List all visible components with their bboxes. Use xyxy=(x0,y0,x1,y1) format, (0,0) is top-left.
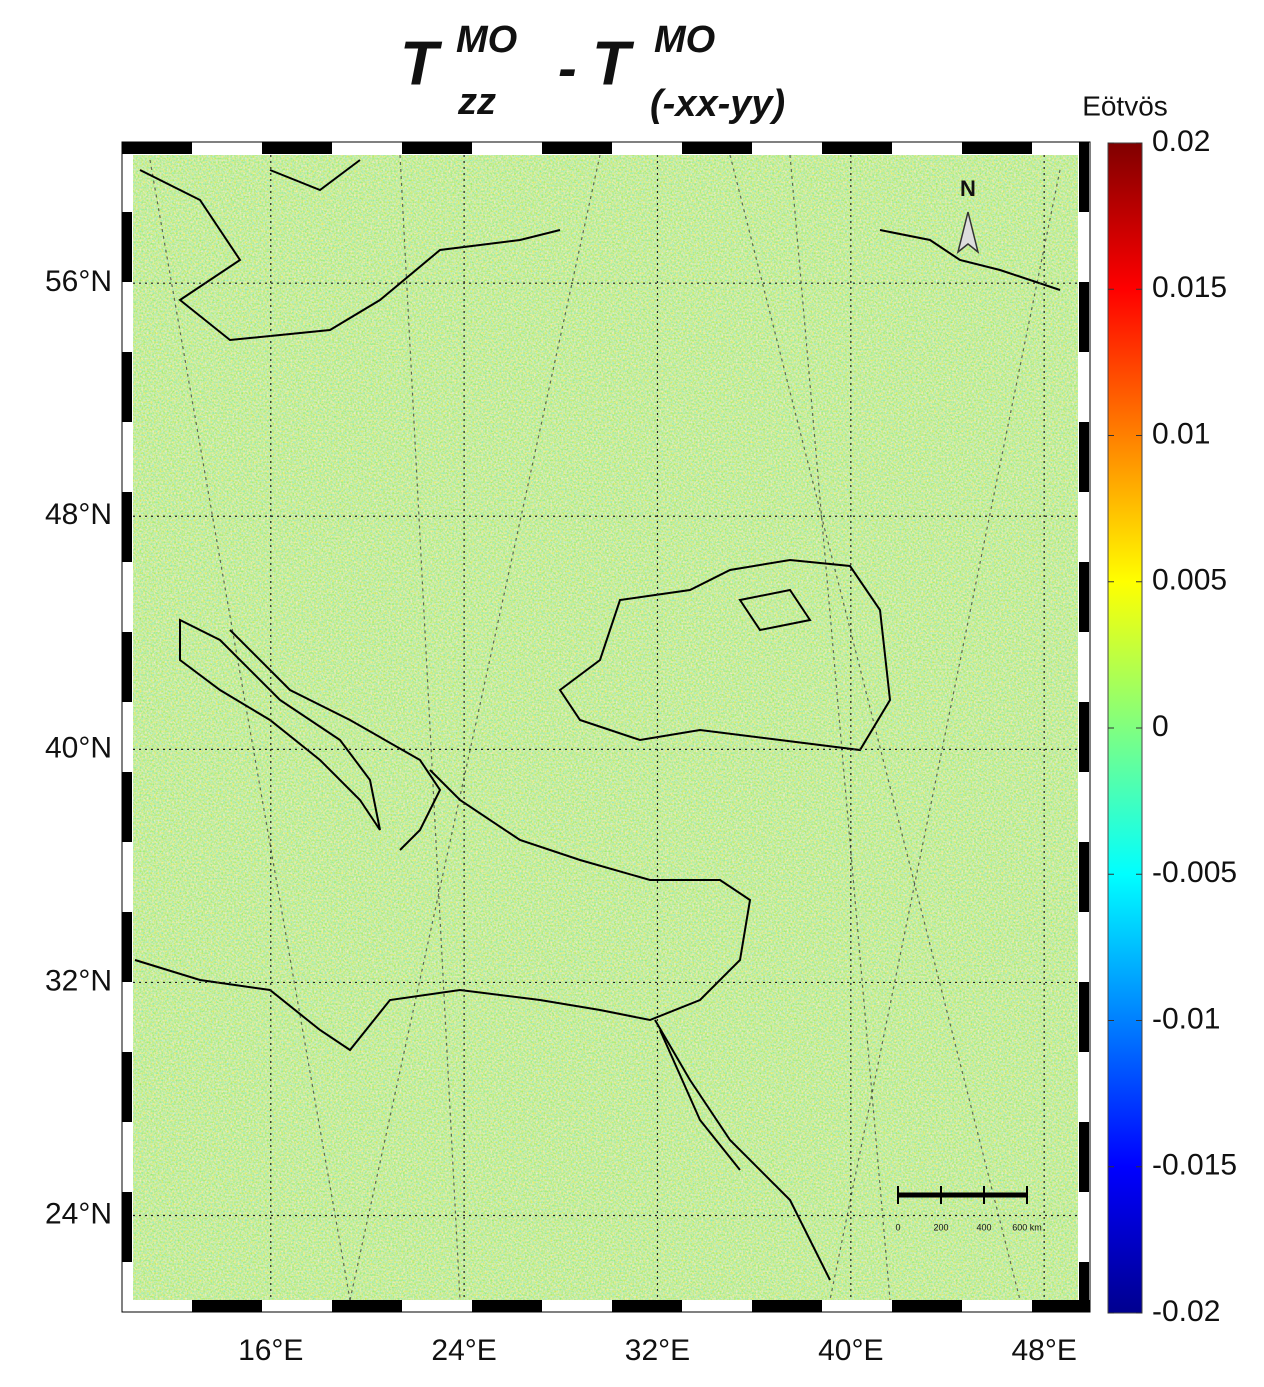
colorbar-tick-label: 0.005 xyxy=(1152,564,1227,597)
x-tick-label: 24°E xyxy=(431,1334,496,1367)
coastline xyxy=(139,169,561,342)
graticule xyxy=(133,155,1078,1300)
frame-border xyxy=(122,142,1090,1312)
x-tick-label: 48°E xyxy=(1011,1334,1076,1367)
colorbar-tick-label: -0.005 xyxy=(1152,856,1237,889)
title-sup: MO xyxy=(456,19,517,61)
red-sea xyxy=(654,1019,831,1281)
colorbar-tick-label: 0.01 xyxy=(1152,417,1210,450)
track xyxy=(789,155,891,1300)
coastline xyxy=(738,588,812,632)
title-sup: MO xyxy=(654,19,715,61)
title-base: T xyxy=(400,29,443,98)
scale-bar-label: 400 xyxy=(976,1222,991,1232)
italy xyxy=(179,618,381,831)
track xyxy=(729,155,1021,1300)
y-tick-label: 56°N xyxy=(45,265,112,298)
x-tick-label: 40°E xyxy=(818,1334,883,1367)
scale-bar-label: 200 xyxy=(933,1222,948,1232)
satellite-tracks xyxy=(149,155,1061,1300)
x-tick-label: 16°E xyxy=(238,1334,303,1367)
x-tick-label: 32°E xyxy=(625,1334,690,1367)
colorbar-tick-label: -0.02 xyxy=(1152,1295,1220,1328)
y-tick-label: 32°N xyxy=(45,964,112,997)
north-arrow: N xyxy=(956,176,980,254)
coastline xyxy=(229,629,442,851)
title: T MO zz - T MO (-xx-yy) xyxy=(400,19,785,125)
y-tick-label: 48°N xyxy=(45,498,112,531)
scale-bar-label: 0 xyxy=(895,1222,900,1232)
colorbar-tick-label: 0.02 xyxy=(1152,125,1210,158)
scale-bar: 0 200 400 600 km xyxy=(895,1186,1042,1232)
scale-bar-label: 600 km xyxy=(1012,1222,1042,1232)
north-label: N xyxy=(960,176,976,201)
y-tick-label: 40°N xyxy=(45,731,112,764)
coastline xyxy=(269,159,361,192)
coastline xyxy=(134,769,752,1052)
colorbar-tick-label: -0.015 xyxy=(1152,1149,1237,1182)
colorbar-tick-label: 0 xyxy=(1152,710,1169,743)
map-area xyxy=(133,155,1078,1300)
black-sea xyxy=(558,558,892,752)
coastline xyxy=(879,229,1061,291)
coastline xyxy=(659,1029,741,1171)
colorbar-tick-label: -0.01 xyxy=(1152,1002,1220,1035)
title-sub: (-xx-yy) xyxy=(650,83,785,125)
colorbar-label: Eötvös xyxy=(1082,90,1168,121)
track xyxy=(399,155,461,1300)
colorbar-tick-label: 0.015 xyxy=(1152,271,1227,304)
title-base: T xyxy=(592,29,635,98)
north-arrow-shape xyxy=(956,211,980,254)
y-tick-label: 24°N xyxy=(45,1197,112,1230)
title-minus: - xyxy=(558,36,577,99)
title-sub: zz xyxy=(457,81,496,123)
track xyxy=(829,169,1061,1300)
coastlines xyxy=(134,159,1061,1281)
